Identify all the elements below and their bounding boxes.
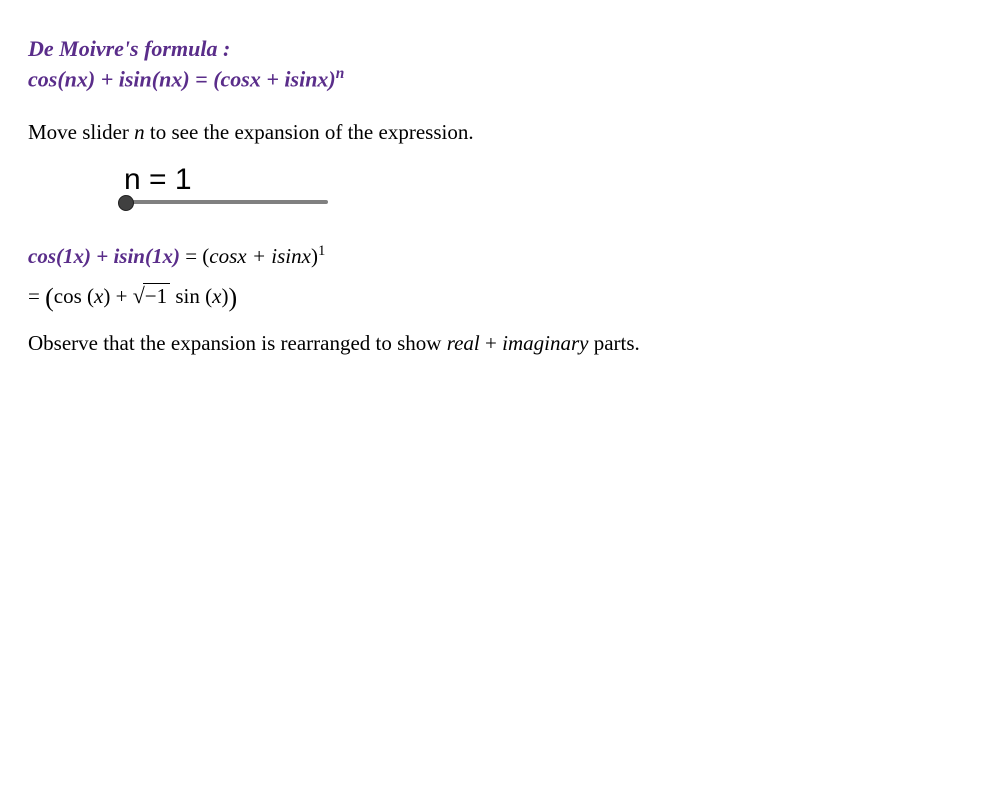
sqrt-icon: √−1 <box>133 283 170 309</box>
slider-knob[interactable] <box>118 195 134 211</box>
instruction-var: n <box>134 120 145 144</box>
title-line1: De Moivre's formula : <box>28 34 972 64</box>
instruction-post: to see the expansion of the expression. <box>145 120 474 144</box>
eq1-eq: = <box>185 244 202 268</box>
slider-line <box>124 200 328 204</box>
equation-substituted: cos(1x) + isin(1x) = (cosx + isinx)1 <box>28 243 972 269</box>
title-rhs-exp: n <box>336 65 345 82</box>
sqrt-radicand: −1 <box>143 283 170 309</box>
title-rhs-base: (cosx + isinx) <box>213 66 336 91</box>
slider-label: n = 1 <box>124 163 378 197</box>
observe-text: Observe that the expansion is rearranged… <box>28 331 972 356</box>
title-lhs: cos(nx) + isin(nx) <box>28 66 190 91</box>
eq1-lhs: cos(1x) + isin(1x) <box>28 244 180 268</box>
observe-imaginary: imaginary <box>502 331 588 355</box>
eq1-rhs-close: ) <box>311 244 318 268</box>
slider-track[interactable] <box>118 195 328 209</box>
eq1-rhs-exp: 1 <box>318 243 325 259</box>
instruction-text: Move slider n to see the expansion of th… <box>28 120 972 145</box>
eq2-plus: + <box>110 284 132 308</box>
eq2-cos-arg-open: ( <box>87 284 94 308</box>
eq1-rhs-inner: cosx + isinx <box>209 244 311 268</box>
title-eq: = <box>190 66 214 91</box>
title-block: De Moivre's formula : cos(nx) + isin(nx)… <box>28 34 972 94</box>
title-formula: cos(nx) + isin(nx) = (cosx + isinx)n <box>28 64 972 94</box>
eq2-cos: cos <box>54 284 87 308</box>
eq2-sin: sin <box>175 284 205 308</box>
observe-plus: + <box>480 331 502 355</box>
observe-real: real <box>447 331 480 355</box>
observe-post: parts. <box>588 331 639 355</box>
instruction-pre: Move slider <box>28 120 134 144</box>
eq2-close-paren: ) <box>228 283 237 312</box>
eq2-open-paren: ( <box>45 283 54 312</box>
equation-expanded: = (cos (x) + √−1 sin (x)) <box>28 283 972 313</box>
slider[interactable]: n = 1 <box>118 163 378 209</box>
eq2-eq: = <box>28 284 45 308</box>
eq2-cos-arg: x <box>94 284 103 308</box>
slider-label-prefix: n = <box>124 163 175 196</box>
slider-value: 1 <box>175 163 192 196</box>
observe-pre: Observe that the expansion is rearranged… <box>28 331 447 355</box>
